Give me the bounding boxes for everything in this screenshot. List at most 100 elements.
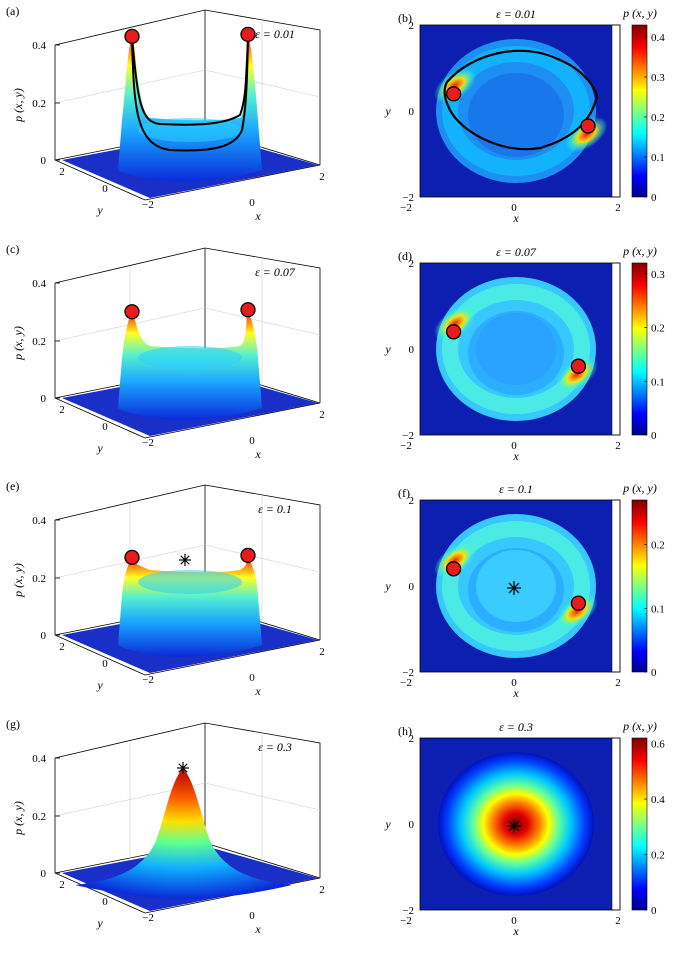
colorbar-tick-label: 0.1 bbox=[651, 603, 665, 615]
z-tick-label: 0.4 bbox=[32, 40, 46, 52]
heatmap-frame bbox=[419, 24, 621, 198]
colorbar-tick-label: 0.1 bbox=[651, 376, 665, 388]
x-axis-label: x bbox=[254, 684, 261, 698]
y-tick-label: 0 bbox=[102, 896, 108, 908]
colorbar-tick-label: 0 bbox=[651, 192, 657, 204]
z-tick-label: 0 bbox=[41, 155, 47, 167]
heatmap-blank-strip bbox=[611, 262, 621, 436]
colorbar-tick-label: 0.2 bbox=[651, 112, 665, 124]
axis-frame-front bbox=[54, 520, 321, 676]
x-axis-label: x bbox=[254, 922, 261, 936]
grid-line bbox=[204, 69, 321, 98]
y-tick-label: 0 bbox=[102, 421, 108, 433]
heatmap-hotspot bbox=[565, 117, 608, 152]
axis-frame-top bbox=[54, 9, 321, 165]
z-axis-label: p (x, y) bbox=[11, 326, 25, 361]
surface-basin bbox=[138, 346, 242, 370]
y-tick-label: 2 bbox=[409, 20, 415, 32]
heatmap-ring-inner bbox=[468, 73, 564, 157]
colorbar-tick-label: 0 bbox=[651, 430, 657, 442]
center-marker-stroke bbox=[508, 582, 520, 594]
colorbar-tick-label: 0.1 bbox=[651, 152, 665, 164]
colorbar bbox=[631, 737, 648, 911]
z-tick-label: 0 bbox=[41, 393, 47, 405]
y-axis-label: y bbox=[384, 579, 391, 593]
grid-line bbox=[204, 307, 321, 336]
heatmap-panel: −2 0 2 x 2 0 −2 y (f) ε = 0.1 0 0.1 0.2 p (x, y) bbox=[384, 481, 664, 700]
center-marker bbox=[507, 819, 521, 833]
x-tick-label: 2 bbox=[319, 646, 325, 658]
grid-line bbox=[204, 544, 321, 573]
x-tick-label: 0 bbox=[511, 440, 517, 452]
axis-frame-front bbox=[54, 283, 321, 439]
heatmap-center-fill bbox=[476, 313, 556, 385]
colorbar bbox=[631, 499, 648, 673]
z-tick-label: 0.2 bbox=[32, 98, 46, 110]
colorbar-tick-label: 0 bbox=[651, 667, 657, 679]
surface-ridge bbox=[118, 36, 262, 182]
epsilon-label: ε = 0.3 bbox=[258, 740, 292, 754]
x-tick-label: −2 bbox=[400, 202, 412, 214]
center-marker bbox=[179, 554, 191, 566]
heatmap-frame bbox=[419, 737, 621, 911]
peak-marker bbox=[570, 595, 587, 611]
x-tick-label: 2 bbox=[615, 440, 621, 452]
heatmap-hotspot bbox=[555, 594, 598, 629]
epsilon-label: ε = 0.01 bbox=[255, 27, 295, 41]
z-tick-label: 0.2 bbox=[32, 573, 46, 585]
y-tick-label: 2 bbox=[409, 258, 415, 270]
center-marker bbox=[507, 581, 521, 595]
peak-marker bbox=[124, 549, 140, 566]
y-tick-label: 0 bbox=[409, 344, 415, 356]
surface-panel: 00.20.4p (x, y)20−2y 02x(g)ε = 0.3 bbox=[6, 717, 325, 936]
y-axis-label: y bbox=[96, 203, 103, 217]
x-axis-label: x bbox=[254, 209, 261, 223]
x-axis-label: x bbox=[512, 449, 519, 463]
z-tick-label: 0.2 bbox=[32, 336, 46, 348]
colorbar-tick-label: 0.6 bbox=[651, 739, 665, 751]
x-tick-label: −2 bbox=[400, 677, 412, 689]
y-tick-label: 2 bbox=[59, 166, 65, 178]
colorbar-tick-label: 0.3 bbox=[651, 269, 665, 281]
z-tick-label: 0 bbox=[41, 868, 47, 880]
heatmap-panel: −2 0 2 x 2 0 −2 y (h) ε = 0.3 0 0.2 0.4 0.6 p (x, y) bbox=[384, 719, 665, 938]
surface-panel: 00.20.4p (x, y)20−2y 02x(c)ε = 0.07 bbox=[6, 242, 325, 461]
peak-marker bbox=[580, 118, 596, 134]
epsilon-label: ε = 0.01 bbox=[496, 7, 536, 21]
y-tick-label: 2 bbox=[409, 495, 415, 507]
colorbar-tick-label: 0.2 bbox=[651, 323, 665, 335]
grid-line bbox=[204, 782, 321, 811]
trajectory-curve-top bbox=[131, 38, 249, 126]
x-tick-label: 0 bbox=[249, 197, 255, 209]
peak-marker bbox=[240, 547, 256, 564]
trajectory-curve-bottom bbox=[131, 38, 249, 152]
heatmap-frame bbox=[419, 262, 621, 436]
x-tick-label: −2 bbox=[400, 440, 412, 452]
surface-bell bbox=[75, 768, 292, 899]
y-tick-label: −2 bbox=[402, 667, 414, 679]
y-tick-label: 2 bbox=[59, 641, 65, 653]
panel-label: (g) bbox=[6, 717, 20, 731]
colorbar-tick-label: 0.4 bbox=[651, 794, 665, 806]
x-tick-label: 0 bbox=[249, 910, 255, 922]
y-tick-label: −2 bbox=[142, 199, 154, 211]
center-marker-stroke bbox=[508, 820, 520, 832]
y-axis-label: y bbox=[384, 104, 391, 118]
heatmap-blank-strip bbox=[611, 499, 621, 673]
colorbar-tick-label: 0.3 bbox=[651, 72, 665, 84]
peak-marker bbox=[570, 358, 587, 374]
y-tick-label: −2 bbox=[142, 437, 154, 449]
y-tick-label: 0 bbox=[409, 581, 415, 593]
z-tick-label: 0.4 bbox=[32, 515, 46, 527]
peak-marker bbox=[240, 302, 256, 318]
colorbar-tick-label: 0.2 bbox=[651, 850, 665, 862]
x-tick-label: 2 bbox=[319, 884, 325, 896]
center-marker bbox=[177, 762, 189, 774]
heatmap-panel: −2 0 2 x 2 0 −2 y (b) ε = 0.01 0 0.1 0.2 0.3 0.4 p (x, … bbox=[384, 6, 665, 225]
y-tick-label: 2 bbox=[59, 404, 65, 416]
y-tick-label: 0 bbox=[409, 106, 415, 118]
colorbar bbox=[631, 24, 648, 198]
y-axis-label: y bbox=[96, 678, 103, 692]
y-tick-label: −2 bbox=[402, 192, 414, 204]
peak-marker bbox=[445, 86, 462, 102]
